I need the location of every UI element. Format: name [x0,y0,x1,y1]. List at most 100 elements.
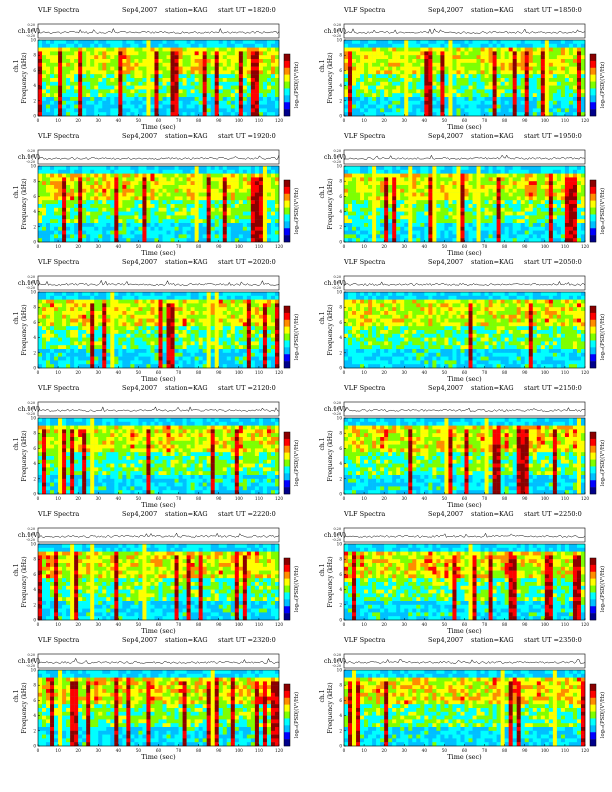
waveform-tick-label: 0.20 [27,401,35,405]
x-tick-label: 100 [541,496,549,501]
x-tick-label: 40 [422,622,428,627]
panel-title-station: station=KAG [471,6,514,14]
panel-title-program: VLF Spectra [38,384,80,392]
panel-title-station: station=KAG [471,384,514,392]
colorbar-segment [590,564,596,572]
x-tick-label: 110 [561,244,569,249]
x-tick-label: 10 [361,370,367,375]
waveform-trace [343,154,586,160]
y-axis-label: Frequency (kHz) [21,52,28,103]
x-tick-label: 60 [462,622,468,627]
x-tick-label: 20 [381,622,387,627]
y-tick-label: 8 [33,683,36,688]
waveform-frame [37,275,280,291]
waveform-tick-label: 0.00 [27,659,35,663]
colorbar-segment [284,228,290,236]
spectrogram-cells [38,166,280,243]
y-tick-label: 2 [339,602,342,607]
x-tick-label: 120 [581,370,589,375]
x-tick-label: 80 [196,244,202,249]
spectrogram-cells [344,418,586,495]
y-tick-label: 6 [33,320,36,325]
y-tick-label: 4 [33,461,36,466]
colorbar-segment [590,725,596,733]
y-tick-label: 2 [339,224,342,229]
colorbar-segment [590,592,596,600]
x-tick-label: 80 [196,748,202,753]
panel-title-start-ut: start UT =2020:0 [218,258,276,266]
waveform-tick-label: 0.00 [27,281,35,285]
x-tick-label: 110 [561,118,569,123]
colorbar-segment [284,319,290,327]
y-tick-label: 4 [339,713,342,718]
y-tick-label: 8 [339,431,342,436]
spectra-panel: VLF Spectra Sep4,2007 station=KAG start UT … [0,132,306,264]
waveform-frame [343,401,586,417]
colorbar-segment [590,354,596,362]
x-tick-label: 40 [422,370,428,375]
colorbar-segment [284,585,290,593]
channel-label: ch.1(V) [18,406,40,413]
colorbar-segment [590,228,596,236]
y-tick-label: 8 [339,305,342,310]
x-tick-label: 120 [275,244,283,249]
spectrogram-cells [38,40,280,117]
spectrogram-cells [344,40,586,117]
waveform-tick-label: 0.20 [333,653,341,657]
x-tick-label: 90 [522,622,528,627]
y-tick-label: 6 [339,698,342,703]
panel-title-program: VLF Spectra [344,510,386,518]
x-tick-label: 120 [275,118,283,123]
waveform-tick-label: 0.20 [333,149,341,153]
y-tick-label: 8 [33,431,36,436]
waveform-frame [37,527,280,543]
colorbar-segment [590,235,596,243]
colorbar-segment [284,306,290,314]
spectra-panel: VLF Spectra Sep4,2007 station=KAG start UT … [0,384,306,516]
colorbar-frame [283,179,291,243]
x-tick-label: 50 [442,118,448,123]
colorbar-segment [590,711,596,719]
colorbar-segment [590,340,596,348]
y-axis-label: Frequency (kHz) [21,556,28,607]
x-tick-label: 120 [275,370,283,375]
waveform-trace [37,279,280,286]
panel-title-start-ut: start UT =2350:0 [524,636,582,644]
x-tick-label: 70 [176,622,182,627]
colorbar-label: log₁₀(PSD[(V²/Hz) [599,314,606,360]
panel-title-program: VLF Spectra [38,258,80,266]
y-tick-label: 4 [339,587,342,592]
colorbar-segment [284,571,290,579]
panel-title-program: VLF Spectra [344,384,386,392]
y-tick-label: 4 [339,209,342,214]
colorbar-segment [590,81,596,89]
colorbar-segment [284,193,290,201]
x-tick-label: 120 [275,496,283,501]
colorbar-segment [284,67,290,75]
x-tick-label: 90 [216,370,222,375]
colorbar-label: log₁₀(PSD[(V²/Hz) [599,62,606,108]
x-tick-label: 50 [136,622,142,627]
x-tick-label: 70 [176,118,182,123]
colorbar-segment [284,445,290,453]
waveform-tick-label: -0.20 [26,34,35,38]
panel-title-date: Sep4,2007 [428,6,464,14]
x-tick-label: 50 [136,244,142,249]
colorbar-segment [590,718,596,726]
panel-title-station: station=KAG [165,132,208,140]
colorbar-frame [283,683,291,747]
x-tick-label: 120 [581,496,589,501]
colorbar-segment [590,558,596,566]
colorbar-segment [590,60,596,68]
colorbar-segment [590,466,596,474]
waveform-tick-label: 0.20 [333,275,341,279]
x-tick-label: 90 [522,118,528,123]
waveform-tick-label: 0.20 [27,527,35,531]
x-tick-label: 70 [482,118,488,123]
spectra-panel: VLF Spectra Sep4,2007 station=KAG start UT … [306,636,612,768]
x-tick-label: 70 [482,496,488,501]
y-tick-label: 6 [33,572,36,577]
x-tick-label: 100 [541,748,549,753]
